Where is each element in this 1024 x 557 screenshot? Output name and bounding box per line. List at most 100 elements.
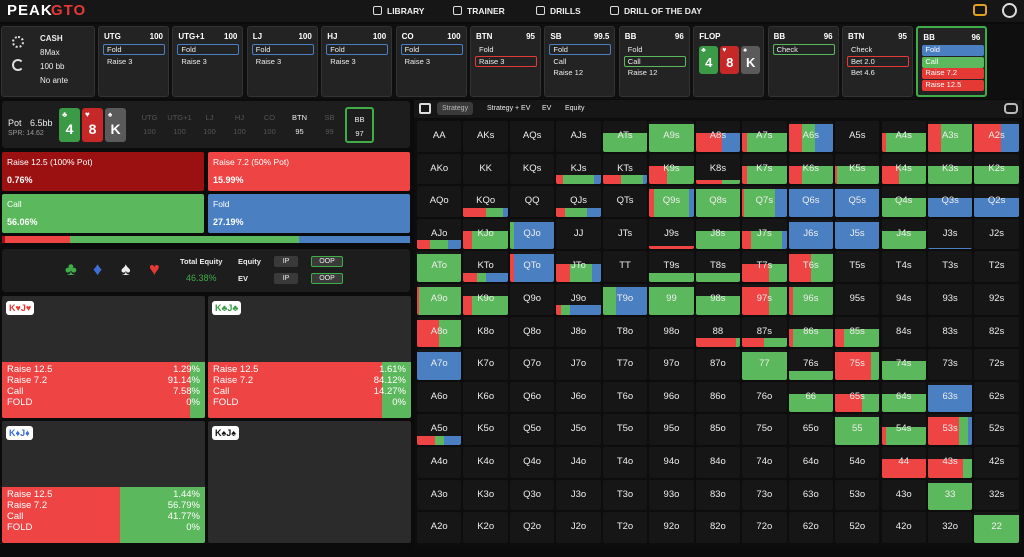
hand-cell[interactable]: J2o bbox=[556, 512, 601, 543]
hand-cell[interactable]: A9s bbox=[649, 121, 694, 152]
hand-cell[interactable]: 22 bbox=[974, 512, 1019, 543]
hand-cell[interactable]: KK bbox=[463, 153, 508, 185]
hand-cell[interactable]: T3o bbox=[602, 479, 648, 511]
hand-cell[interactable]: Q8o bbox=[509, 316, 555, 348]
action-option[interactable]: Fold bbox=[326, 44, 389, 55]
hand-cell[interactable]: K9s bbox=[649, 153, 694, 185]
action-option[interactable]: Raise 3 bbox=[475, 55, 537, 67]
action-option[interactable]: Raise 12.5 bbox=[922, 79, 985, 91]
hand-cell[interactable]: 52s bbox=[974, 414, 1019, 445]
hand-cell[interactable]: T8o bbox=[602, 316, 648, 348]
action-option[interactable]: Bet 2.0 bbox=[847, 55, 909, 67]
action-option[interactable]: Raise 7.2 bbox=[922, 68, 985, 79]
hand-cell[interactable]: 84s bbox=[881, 316, 926, 348]
hand-cell[interactable]: KJo bbox=[463, 218, 508, 250]
action-option[interactable]: Raise 3 bbox=[404, 56, 431, 66]
action-option[interactable]: Fold bbox=[177, 44, 240, 55]
hand-cell[interactable]: Q2s bbox=[974, 186, 1019, 217]
toggle-option[interactable]: IP bbox=[274, 273, 298, 284]
hand-cell[interactable]: J9o bbox=[556, 284, 601, 315]
hand-cell[interactable]: T5s bbox=[835, 251, 880, 282]
hand-cell[interactable]: Q8s bbox=[695, 186, 741, 217]
hand-cell[interactable]: A8o bbox=[417, 316, 462, 348]
hand-cell[interactable]: Q5s bbox=[835, 186, 880, 217]
hand-cell[interactable]: QJo bbox=[509, 218, 555, 250]
hand-cell[interactable]: A7s bbox=[742, 121, 787, 152]
hand-cell[interactable]: K7s bbox=[742, 153, 787, 185]
tab[interactable]: Strategy + EV bbox=[487, 105, 531, 112]
hand-cell[interactable]: 97s bbox=[742, 284, 787, 315]
hand-cell[interactable]: AQo bbox=[417, 186, 462, 217]
action-option[interactable]: Check bbox=[851, 45, 873, 54]
hand-cell[interactable]: 42o bbox=[881, 512, 926, 543]
hand-cell[interactable]: T7s bbox=[742, 251, 787, 282]
hand-cell[interactable]: K7o bbox=[463, 349, 508, 380]
hand-cell[interactable]: K3o bbox=[463, 479, 508, 511]
action-option[interactable]: Fold bbox=[549, 44, 612, 55]
hand-cell[interactable]: K2s bbox=[974, 153, 1019, 185]
hand-cell[interactable]: JJ bbox=[556, 218, 601, 250]
hand-cell[interactable]: 92s bbox=[974, 284, 1019, 315]
hand-cell[interactable]: K6s bbox=[788, 153, 834, 185]
hand-cell[interactable]: Q6o bbox=[509, 381, 555, 413]
hand-cell[interactable]: 83o bbox=[695, 479, 741, 511]
hand-cell[interactable]: 94s bbox=[881, 284, 926, 315]
action-option[interactable]: Call bbox=[922, 56, 985, 68]
hand-cell[interactable]: J5s bbox=[835, 218, 880, 250]
hand-cell[interactable]: 87o bbox=[695, 349, 741, 380]
hand-cell[interactable]: 96o bbox=[649, 381, 694, 413]
hand-cell[interactable]: AQs bbox=[509, 121, 555, 152]
hand-cell[interactable]: A4o bbox=[417, 447, 462, 478]
action-option[interactable]: Raise 3 bbox=[330, 56, 356, 66]
hand-cell[interactable]: K4s bbox=[881, 153, 926, 185]
hand-cell[interactable]: J4s bbox=[881, 218, 926, 250]
tab[interactable]: Equity bbox=[565, 105, 585, 112]
hand-cell[interactable]: T3s bbox=[927, 251, 973, 282]
hand-cell[interactable]: J4o bbox=[556, 447, 601, 478]
hand-cell[interactable]: T4o bbox=[602, 447, 648, 478]
action-option[interactable]: Raise 3 bbox=[107, 56, 133, 66]
hand-cell[interactable]: AJo bbox=[417, 218, 462, 250]
hand-cell[interactable]: J3o bbox=[556, 479, 601, 511]
hand-cell[interactable]: 32s bbox=[974, 479, 1019, 511]
hand-cell[interactable]: K4o bbox=[463, 447, 508, 478]
hand-cell[interactable]: T2o bbox=[602, 512, 648, 543]
hand-cell[interactable]: 72s bbox=[974, 349, 1019, 380]
action-option[interactable]: Fold bbox=[922, 45, 985, 56]
hand-cell[interactable]: TT bbox=[602, 251, 648, 282]
hand-cell[interactable]: Q4s bbox=[881, 186, 926, 217]
hand-cell[interactable]: JTo bbox=[556, 251, 601, 282]
hand-cell[interactable]: 74o bbox=[742, 447, 787, 478]
hand-cell[interactable]: Q9o bbox=[509, 284, 555, 315]
hand-cell[interactable]: Q7o bbox=[509, 349, 555, 380]
hand-cell[interactable]: 43o bbox=[881, 479, 926, 511]
hand-cell[interactable]: 74s bbox=[881, 349, 926, 380]
hand-cell[interactable]: A2o bbox=[417, 512, 462, 543]
hand-cell[interactable]: Q9s bbox=[649, 186, 694, 217]
action-option[interactable]: Fold bbox=[103, 44, 165, 55]
hand-cell[interactable]: 83s bbox=[927, 316, 973, 348]
hand-cell[interactable]: J2s bbox=[974, 218, 1019, 250]
hand-cell[interactable]: 86s bbox=[788, 316, 834, 348]
hand-cell[interactable]: AJs bbox=[556, 121, 601, 152]
tab[interactable]: Strategy bbox=[437, 102, 474, 115]
suit-filter[interactable]: ♥ bbox=[149, 259, 160, 279]
hand-cell[interactable]: 98s bbox=[695, 284, 741, 315]
hand-cell[interactable]: J6s bbox=[788, 218, 834, 250]
hand-cell[interactable]: A2s bbox=[974, 121, 1019, 152]
hand-cell[interactable]: A3s bbox=[927, 121, 973, 152]
hand-cell[interactable]: Q4o bbox=[509, 447, 555, 478]
hand-cell[interactable]: 65o bbox=[788, 414, 834, 445]
panel-icon[interactable] bbox=[419, 103, 431, 114]
gear-icon[interactable] bbox=[12, 36, 24, 48]
hand-cell[interactable]: 95o bbox=[649, 414, 694, 445]
hand-cell[interactable]: J7s bbox=[742, 218, 787, 250]
hand-cell[interactable]: 94o bbox=[649, 447, 694, 478]
hand-cell[interactable]: 75o bbox=[742, 414, 787, 445]
hand-cell[interactable]: 76o bbox=[742, 381, 787, 413]
toggle-option[interactable]: OOP bbox=[311, 256, 343, 267]
settings-icon[interactable] bbox=[1004, 103, 1018, 114]
hand-cell[interactable]: 66 bbox=[788, 381, 834, 413]
hand-cell[interactable]: 93s bbox=[927, 284, 973, 315]
tab[interactable]: EV bbox=[542, 105, 552, 112]
